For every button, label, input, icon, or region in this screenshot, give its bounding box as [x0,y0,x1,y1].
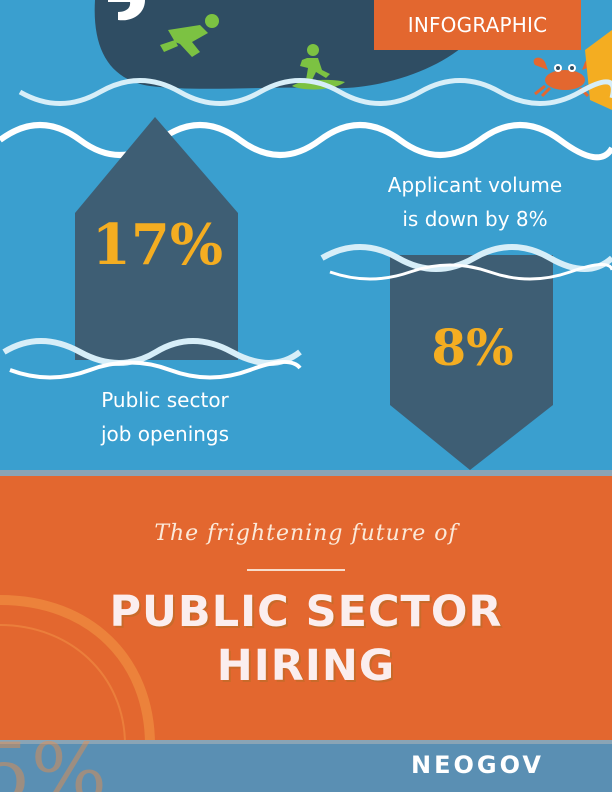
openings-caption-line2: job openings [100,422,230,446]
applicants-percent: 8% [431,318,514,377]
openings-caption-line1: Public sector [101,388,229,412]
infographic-badge: INFOGRAPHIC [374,0,581,50]
swimmer-icon [160,14,219,57]
openings-percent: 17% [91,212,224,278]
applicants-caption-line1: Applicant volume [387,173,563,197]
footer-numeral-watermark: 5% [0,726,107,792]
down-arrow [390,255,553,470]
applicants-caption-line2: is down by 8% [402,207,548,231]
title-line2: HIRING [216,641,396,691]
page-title: PUBLIC SECTOR HIRING [0,585,612,693]
brand-logo: NEOGOV [411,751,544,779]
title-kicker: The frightening future of [154,521,458,546]
openings-caption: Public sector job openings [40,383,290,451]
title-line1: PUBLIC SECTOR [109,587,503,637]
applicants-caption: Applicant volume is down by 8% [340,168,610,236]
crab-icon [533,57,597,98]
up-arrow [75,117,238,360]
title-divider [247,569,345,571]
